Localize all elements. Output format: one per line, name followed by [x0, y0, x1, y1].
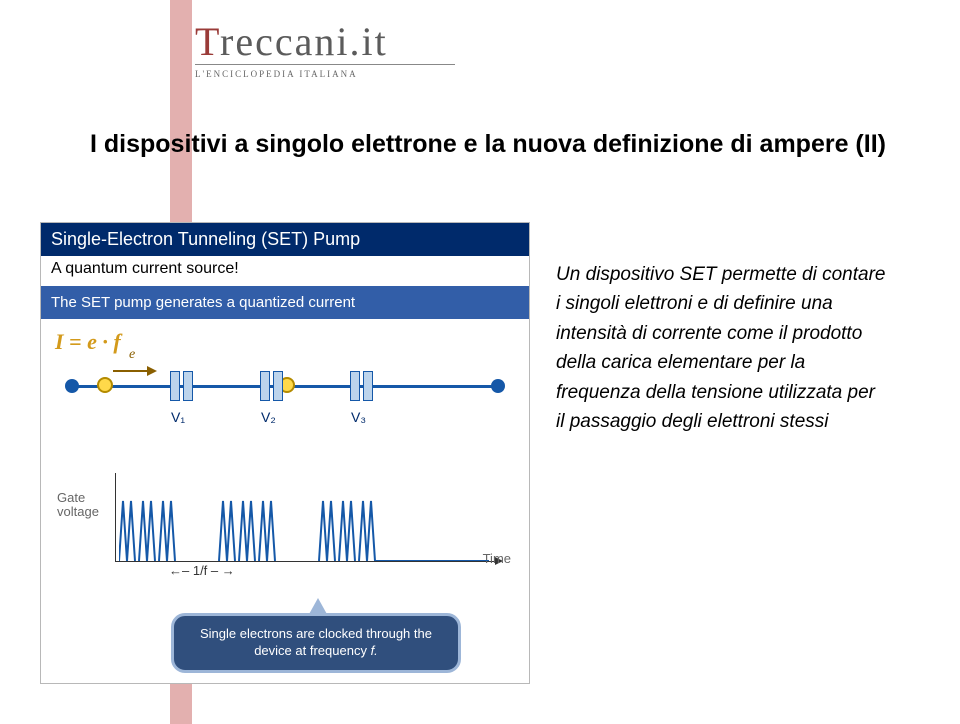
logo-subtitle: L'ENCICLOPEDIA ITALIANA [195, 69, 455, 79]
body-paragraph: Un dispositivo SET permette di contare i… [556, 260, 886, 437]
y-axis [115, 473, 116, 561]
figure-title: Single-Electron Tunneling (SET) Pump [41, 223, 529, 256]
terminal-right [491, 379, 505, 393]
callout-text-1: Single electrons are clocked through the [200, 626, 432, 641]
callout-f: f. [371, 643, 378, 658]
logo-rule [195, 64, 455, 65]
electron-label: e [129, 347, 135, 363]
callout-text-2: device at frequency [254, 643, 367, 658]
tunnel-junction-icon [167, 371, 195, 401]
tunnel-junction-icon [347, 371, 375, 401]
electron-arrow-icon [113, 365, 157, 377]
gate-voltage-graph: Gatevoltage Time ←– 1/f – → [51, 467, 519, 587]
logo-wordmark: Treccani.it [195, 22, 455, 62]
gate-label: V₂ [261, 409, 276, 425]
terminal-left [65, 379, 79, 393]
figure-callout: Single electrons are clocked through the… [171, 613, 461, 673]
electron-icon [97, 377, 113, 393]
tunnel-junction-icon [257, 371, 285, 401]
y-axis-label: Gatevoltage [57, 491, 99, 520]
figure-panel: Single-Electron Tunneling (SET) Pump A q… [40, 222, 530, 684]
slide-title: I dispositivi a singolo elettrone e la n… [90, 128, 886, 162]
figure-formula: I = e · f [41, 319, 529, 357]
pulse-waveform-icon [119, 487, 489, 561]
gate-label: V₁ [171, 409, 185, 425]
x-axis [115, 561, 495, 562]
logo: Treccani.it L'ENCICLOPEDIA ITALIANA [195, 22, 455, 79]
gate-label: V₃ [351, 409, 366, 425]
freq-marker: ←– 1/f – → [169, 563, 235, 578]
circuit-diagram: e V₁V₂V₃ [51, 357, 519, 467]
figure-bluebar: The SET pump generates a quantized curre… [41, 286, 529, 319]
figure-subtitle: A quantum current source! [41, 256, 529, 286]
